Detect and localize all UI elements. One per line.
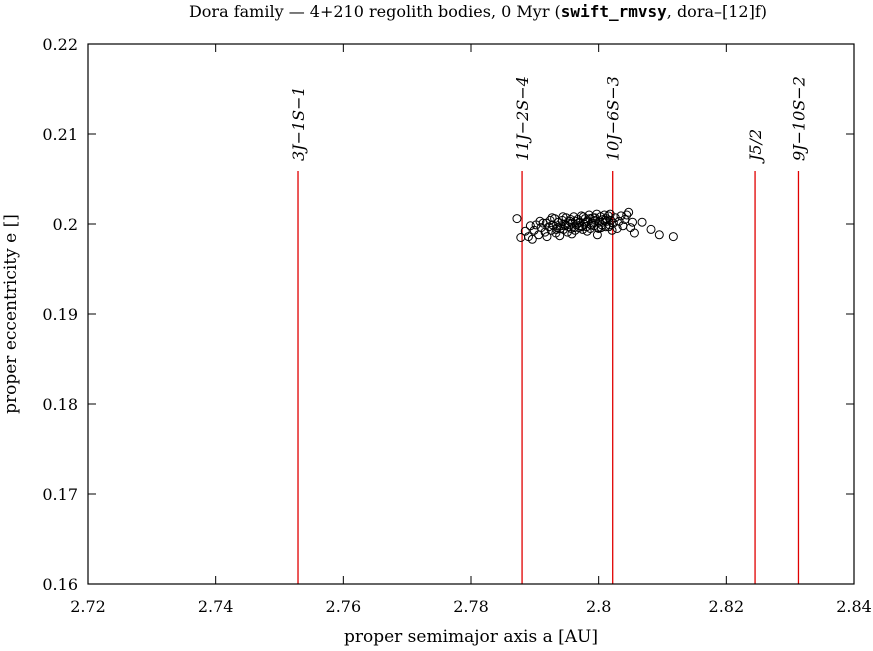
resonance-label: J5/2	[746, 129, 765, 164]
data-point	[586, 220, 596, 230]
data-point	[620, 215, 630, 224]
data-point	[520, 226, 530, 236]
data-point	[629, 228, 639, 238]
data-point	[622, 210, 632, 220]
data-point	[626, 223, 636, 233]
x-tick-label: 2.8	[586, 597, 611, 616]
data-point	[558, 212, 568, 222]
x-tick-label: 2.82	[709, 597, 745, 616]
data-point	[646, 224, 656, 234]
data-point	[547, 213, 557, 223]
x-tick-label: 2.84	[836, 597, 872, 616]
x-tick-label: 2.76	[326, 597, 362, 616]
data-point	[512, 214, 522, 224]
chart-title: Dora family — 4+210 regolith bodies, 0 M…	[189, 2, 767, 21]
x-ticks: 2.72 2.74 2.76 2.78 2.8 2.82 2.84	[70, 44, 872, 616]
y-tick-label: 0.2	[53, 215, 78, 234]
data-point	[589, 218, 599, 228]
data-point	[592, 230, 602, 240]
data-point	[552, 224, 562, 234]
data-point	[527, 234, 537, 244]
x-tick-label: 2.72	[70, 597, 106, 616]
resonance-label: 3J−1S−1	[289, 86, 308, 161]
data-point	[627, 217, 637, 227]
y-tick-label: 0.19	[42, 305, 78, 324]
data-point	[566, 215, 576, 224]
y-tick-label: 0.18	[42, 395, 78, 414]
y-axis-label: proper eccentricity e []	[1, 214, 21, 414]
data-point	[624, 207, 634, 217]
data-point	[535, 216, 545, 226]
x-axis-label: proper semimajor axis a [AU]	[344, 627, 598, 647]
resonance-lines: 3J−1S−1 11J−2S−4 10J−6S−3 J5/2 9J−10S−2	[289, 76, 808, 584]
data-point	[560, 221, 570, 231]
resonance-label: 10J−6S−3	[604, 76, 623, 161]
data-point	[578, 212, 588, 222]
chart-title-code: swift_rmvsy	[561, 2, 667, 21]
plot-frame	[87, 43, 855, 585]
x-tick-label: 2.74	[198, 597, 234, 616]
data-point	[590, 213, 600, 223]
data-points	[512, 207, 678, 244]
y-tick-label: 0.17	[42, 485, 78, 504]
y-tick-label: 0.21	[42, 125, 78, 144]
data-point	[603, 211, 613, 221]
chart-title-main: Dora family — 4+210 regolith bodies, 0 M…	[189, 2, 561, 21]
x-tick-label: 2.78	[453, 597, 489, 616]
data-point	[567, 229, 577, 239]
data-point	[542, 232, 552, 242]
chart-title-tail: , dora–[12]f)	[667, 2, 767, 21]
y-tick-label: 0.22	[42, 35, 78, 54]
data-point	[605, 209, 615, 219]
data-point	[541, 218, 551, 228]
data-point	[654, 230, 664, 240]
data-point	[604, 222, 614, 232]
y-tick-label: 0.16	[42, 575, 78, 594]
data-point	[637, 217, 647, 227]
data-point	[546, 225, 556, 235]
resonance-label: 9J−10S−2	[789, 76, 808, 161]
resonance-label: 11J−2S−4	[513, 76, 532, 161]
y-ticks: 0.16 0.17 0.18 0.19 0.2 0.21 0.22	[42, 35, 854, 594]
data-point	[668, 232, 678, 242]
data-point	[555, 224, 565, 233]
